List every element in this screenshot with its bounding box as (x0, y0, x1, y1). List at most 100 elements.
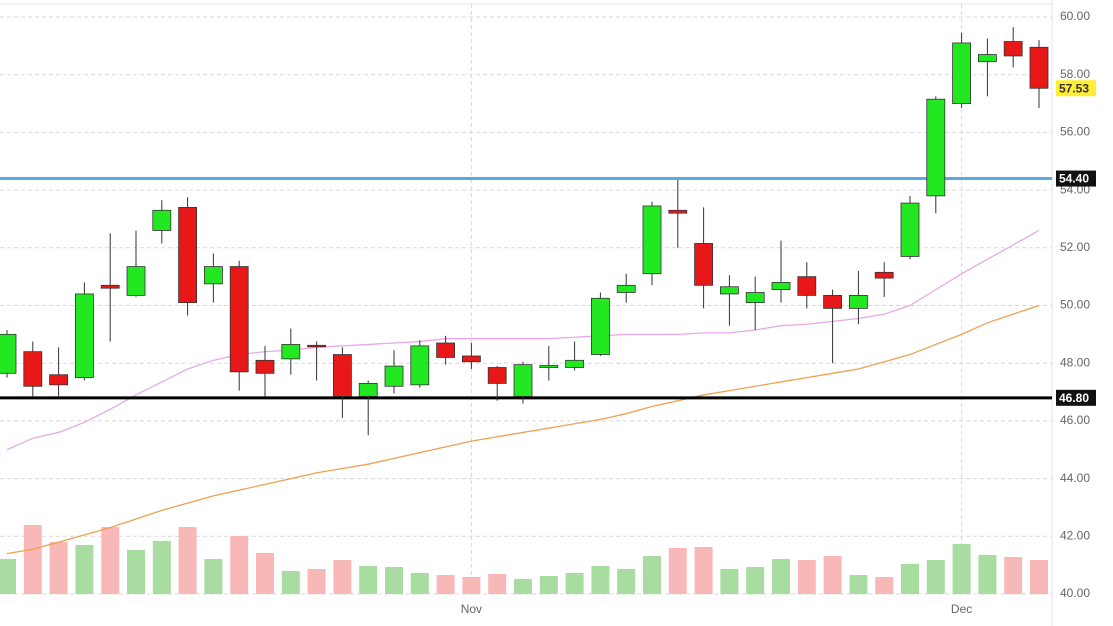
volume-bar (539, 576, 558, 594)
y-tick-label: 44.00 (1060, 471, 1090, 485)
moving-average-line (6, 304, 1040, 555)
y-tick-label: 48.00 (1060, 355, 1090, 369)
volume-bar (565, 573, 584, 594)
volume-bar (75, 545, 94, 594)
candle-body (307, 344, 327, 348)
candle-body (152, 209, 172, 231)
candle-body (410, 345, 430, 386)
candle-body (358, 382, 378, 397)
volume (0, 525, 1048, 594)
candle-body (642, 205, 662, 275)
candle-body (771, 282, 791, 291)
candle-body (255, 359, 275, 374)
volume-bar (204, 559, 223, 594)
volume-bar (281, 571, 300, 594)
volume-bar (152, 541, 171, 594)
candles (0, 27, 1049, 436)
y-tick-label: 50.00 (1060, 298, 1090, 312)
candle-body (332, 354, 352, 397)
candle-body (436, 342, 456, 358)
candle-body (0, 333, 17, 374)
volume-bar (901, 564, 919, 594)
candle-body (926, 98, 946, 197)
axis: 40.0042.0044.0046.0048.0050.0052.0054.00… (461, 9, 1096, 616)
volume-bar (1004, 557, 1023, 594)
candle-body (849, 295, 868, 309)
volume-bar (49, 542, 68, 594)
candle-body (745, 292, 765, 304)
candle-body (539, 365, 559, 368)
candle-body (952, 42, 971, 104)
candle-body (126, 266, 146, 296)
candle-body (1029, 46, 1049, 89)
volume-bar (617, 569, 636, 594)
volume-bar (488, 574, 507, 594)
level-label: 54.40 (1059, 172, 1089, 186)
candle-body (178, 207, 198, 304)
volume-bar (746, 567, 765, 594)
volume-bar (694, 547, 713, 594)
candle-body (874, 271, 894, 279)
volume-bar (436, 575, 455, 594)
grid (0, 4, 1052, 595)
y-tick-label: 56.00 (1060, 125, 1090, 139)
candle-body (1003, 41, 1023, 57)
candle-body (487, 367, 507, 384)
volume-bar (410, 573, 429, 594)
volume-bar (926, 560, 945, 594)
y-tick-label: 46.00 (1060, 413, 1090, 427)
candle-body (49, 374, 68, 386)
volume-bar (178, 527, 197, 594)
y-tick-label: 60.00 (1060, 9, 1090, 23)
volume-bar (514, 579, 532, 594)
last-price-tag (1056, 80, 1096, 97)
volume-bar (127, 550, 145, 594)
volume-bar (230, 536, 249, 594)
candle-body (75, 293, 94, 379)
volume-bar (875, 577, 894, 594)
candle-body (978, 54, 997, 63)
level-label: 46.80 (1059, 391, 1089, 405)
volume-bar (256, 553, 274, 594)
volume-bar (720, 569, 739, 594)
volume-bar (823, 556, 842, 594)
y-tick-label: 40.00 (1060, 586, 1090, 600)
volume-bar (591, 566, 610, 594)
volume-bar (462, 577, 481, 594)
y-tick-label: 42.00 (1060, 528, 1090, 542)
candle-body (694, 243, 713, 286)
moving-average-line (6, 229, 1040, 451)
candle-body (720, 286, 739, 295)
moving-averages (6, 229, 1040, 555)
candle-body (513, 364, 533, 397)
last-price-label: 57.53 (1059, 81, 1089, 95)
candle-body (797, 276, 817, 296)
candle-body (823, 295, 842, 309)
y-tick-label: 52.00 (1060, 240, 1090, 254)
volume-bar (643, 556, 661, 594)
candle-body (591, 297, 610, 355)
candle-body (900, 202, 920, 257)
volume-bar (385, 567, 403, 594)
candle-body (616, 284, 636, 293)
volume-bar (23, 525, 42, 594)
candle-body (668, 209, 688, 214)
volume-bar (101, 527, 120, 594)
volume-bar (333, 560, 352, 594)
volume-bar (797, 560, 816, 594)
level-tag (1056, 170, 1096, 187)
volume-bar (952, 544, 971, 594)
candle-body (229, 266, 249, 373)
candle-body (100, 284, 120, 289)
candle-body (23, 351, 43, 387)
volume-bar (668, 548, 687, 594)
level-tag (1056, 389, 1096, 406)
x-tick-label: Nov (461, 602, 482, 616)
volume-bar (0, 559, 16, 594)
candle-body (384, 365, 404, 387)
candle-body (281, 344, 301, 360)
candle-body (461, 355, 481, 363)
volume-bar (772, 559, 790, 594)
volume-bar (359, 566, 378, 594)
